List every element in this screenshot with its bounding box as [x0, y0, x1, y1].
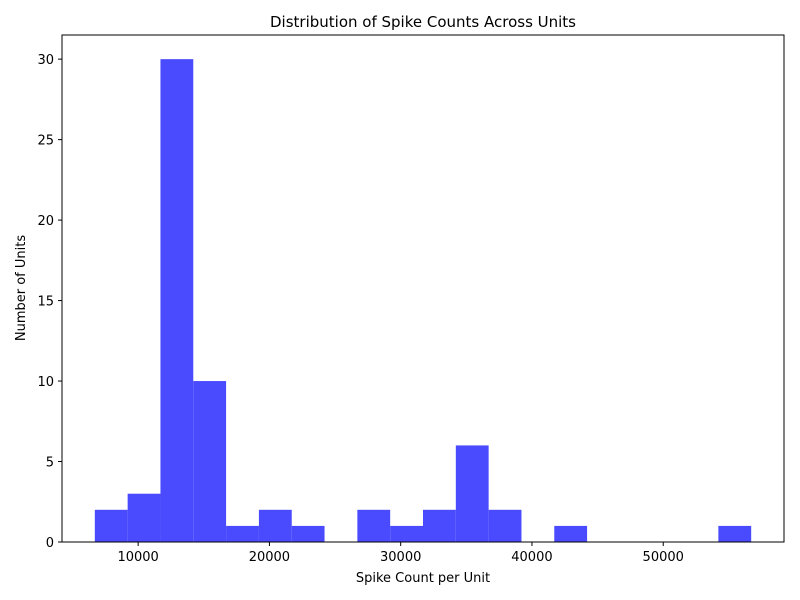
- y-axis-ticks: 0 5 10 15 20 25 30: [37, 53, 62, 551]
- histogram-bar-1: [127, 493, 161, 542]
- chart-title: Distribution of Spike Counts Across Unit…: [270, 13, 576, 31]
- histogram-bar-10: [423, 509, 456, 542]
- x-tick-label: 50000: [643, 550, 684, 565]
- histogram-bar-8: [357, 509, 391, 542]
- histogram-bar-19: [718, 525, 752, 542]
- y-tick-label: 30: [37, 53, 54, 68]
- plot-area-frame: [61, 34, 785, 543]
- histogram-bar-0: [94, 509, 128, 542]
- histogram-bar-5: [258, 509, 292, 542]
- histogram-bar-3: [193, 381, 227, 542]
- histogram-bar-14: [554, 525, 588, 542]
- histogram-bar-11: [455, 445, 489, 542]
- x-axis-ticks: 10000 20000 30000 40000 50000: [117, 542, 684, 565]
- y-axis-label: Number of Units: [14, 235, 29, 341]
- histogram-bars: [94, 59, 752, 543]
- x-tick-label: 20000: [249, 550, 290, 565]
- x-tick-label: 40000: [511, 550, 552, 565]
- x-axis-label: Spike Count per Unit: [356, 571, 490, 586]
- x-tick-label: 10000: [117, 550, 158, 565]
- y-tick-label: 20: [37, 214, 54, 229]
- y-tick-label: 5: [46, 456, 54, 471]
- histogram-bar-12: [488, 509, 522, 542]
- y-tick-label: 15: [37, 295, 54, 310]
- histogram-bar-4: [226, 525, 259, 542]
- y-tick-label: 0: [46, 536, 54, 551]
- x-tick-label: 30000: [380, 550, 421, 565]
- histogram-bar-9: [390, 525, 423, 542]
- histogram-bar-2: [160, 59, 194, 543]
- y-tick-label: 25: [37, 134, 54, 149]
- histogram-bar-6: [291, 525, 325, 542]
- y-tick-label: 10: [37, 375, 54, 390]
